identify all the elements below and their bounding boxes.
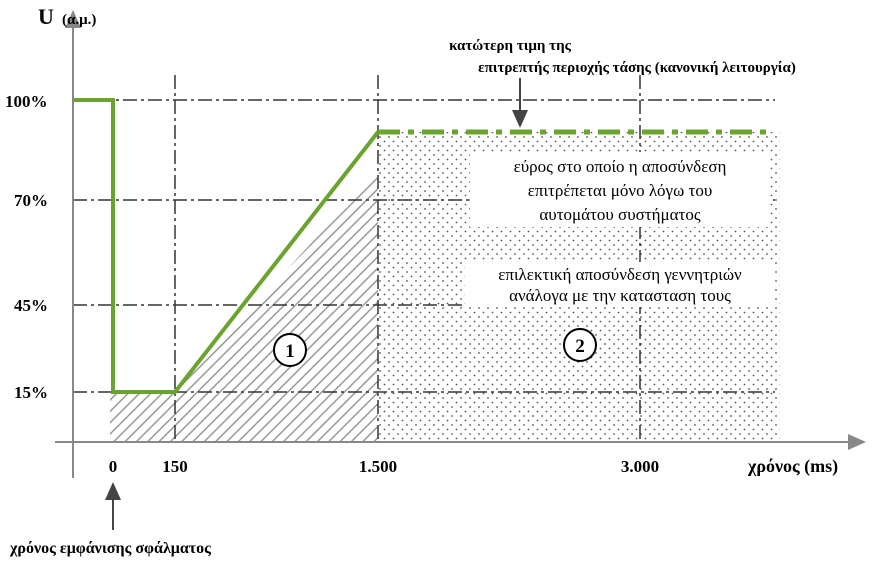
y-tick-label: 100% [5,92,48,111]
annotation: εύρος στο οποίο η αποσύνδεση [514,157,727,176]
x-title: χρόνος (ms) [747,456,838,477]
x-tick-label: 3.000 [621,457,659,476]
zone-marker [273,333,307,367]
annotation: επιτρεπτής περιοχής τάσης (κανονική λειτ… [478,60,796,76]
y-tick-label: 70% [14,191,48,210]
region-1 [110,170,378,442]
annotation: ανάλογα με την κατασταση τους [509,286,731,305]
y-unit: (α.μ.) [62,12,96,28]
annotation: κατώτερη τιμη της [449,38,572,54]
x-tick-label: 0 [109,457,118,476]
y-tick-label: 15% [14,383,48,402]
annotation: επιλεκτική αποσύνδεση γεννητριών [498,265,742,284]
annotation: χρόνος εμφάνισης σφάλματος [9,540,211,557]
y-tick-label: 45% [14,296,48,315]
zone-marker [563,328,597,362]
text-box [465,262,775,307]
y-title: U [38,4,54,29]
text-box [470,152,770,227]
annotation: αυτομάτου συστήματος [539,205,700,224]
x-tick-label: 150 [162,457,188,476]
annotation: επιτρέπεται μόνο λόγω του [528,181,713,200]
voltage-curve [73,98,380,394]
zone-label: 1 [285,341,295,362]
zone-label: 2 [575,336,585,357]
x-tick-label: 1.500 [359,457,397,476]
